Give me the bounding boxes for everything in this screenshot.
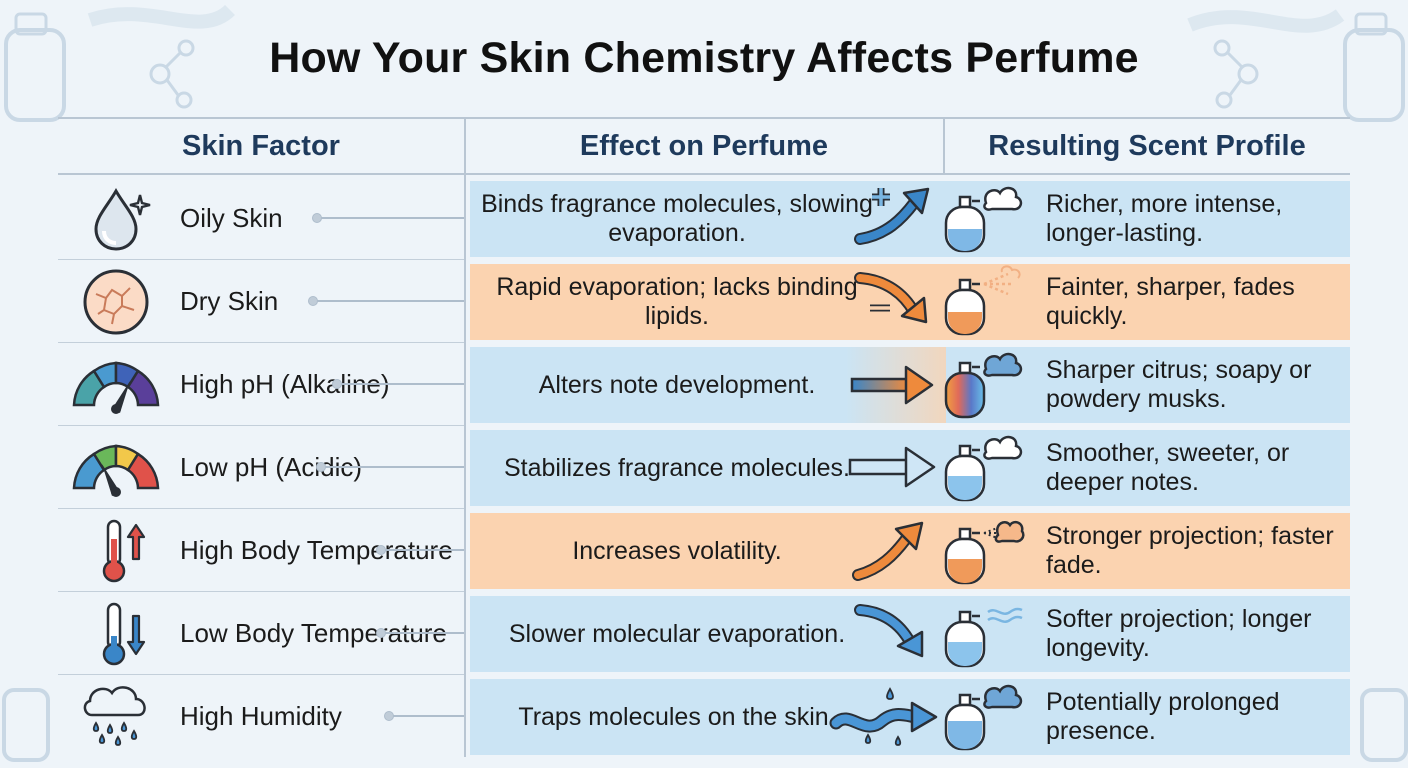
table-row: Low Body Temperature Slower molecular ev… [58, 591, 1350, 675]
page-title: How Your Skin Chemistry Affects Perfume [269, 34, 1139, 82]
row-separator [58, 507, 464, 509]
rain-cloud-icon [83, 686, 146, 746]
row-separator [58, 258, 464, 260]
connector-dot [332, 379, 342, 389]
alkaline-gauge-icon [72, 361, 160, 414]
connector-dot [308, 296, 318, 306]
connector-dot [312, 213, 322, 223]
wave-arrow-icon [829, 687, 938, 746]
table-row: High Humidity Traps molecules on the ski… [58, 674, 1350, 758]
oil-droplet-icon [94, 187, 151, 251]
result-text: Smoother, sweeter, or deeper notes. [1046, 439, 1290, 496]
connector-dot [376, 628, 386, 638]
table-row: Low pH (Acidic) Stabilizes fragrance mol… [58, 425, 1350, 509]
connector-line [324, 466, 464, 468]
down-arrow-icon [854, 604, 924, 658]
connector-line [316, 300, 464, 302]
effect-text: Alters note development. [538, 370, 816, 399]
header-skin-factor: Skin Factor [182, 129, 340, 162]
bottle-cloud-icon [944, 684, 1023, 751]
up-arrow-icon [852, 521, 924, 581]
minus-down-arrow-icon [854, 272, 928, 324]
row-separator [58, 673, 464, 675]
row-separator [58, 590, 464, 592]
table-row: High Body Temperature Increases volatili… [58, 508, 1350, 592]
result-text: Softer projection; longer longevity. [1046, 605, 1312, 662]
header-bottom-rule [58, 173, 1350, 175]
bottle-cloud-icon [944, 186, 1023, 253]
factor-label: High Humidity [180, 701, 342, 731]
table-row: High pH (Alkaline) Alters note developme… [58, 342, 1350, 426]
connector-dot [376, 545, 386, 555]
connector-line [384, 632, 464, 634]
effect-text: Binds fragrance molecules, slowing evapo… [481, 190, 873, 247]
column-divider-2 [943, 117, 945, 174]
row-separator [58, 341, 464, 343]
right-arrow-icon [848, 446, 936, 488]
gradient-right-arrow-icon [846, 347, 946, 423]
factor-label: Dry Skin [180, 286, 279, 316]
effect-text: Increases volatility. [572, 536, 782, 565]
thermometer-down-icon [102, 602, 146, 666]
header-top-rule [58, 117, 1350, 119]
result-text: Richer, more intense, longer-lasting. [1046, 190, 1283, 247]
bottle-spray-icon [944, 265, 1021, 336]
header-effect-on-perfume: Effect on Perfume [579, 129, 829, 162]
bottle-wind-icon [944, 607, 1023, 668]
table-row: Oily Skin Binds fragrance molecules, slo… [58, 176, 1350, 260]
result-text: Stronger projection; faster fade. [1046, 522, 1334, 579]
effect-text: Traps molecules on the skin. [518, 702, 836, 731]
connector-dot [384, 711, 394, 721]
effect-text: Slower molecular evaporation. [508, 619, 846, 648]
bottle-spray-icon [944, 520, 1025, 585]
connector-line [340, 383, 464, 385]
column-divider-1 [464, 117, 466, 757]
thermometer-up-icon [102, 519, 146, 583]
cracked-skin-icon [83, 269, 149, 335]
plus-up-arrow-icon [854, 187, 930, 245]
result-text: Fainter, sharper, fades quickly. [1046, 273, 1295, 330]
connector-dot [316, 462, 326, 472]
acidic-gauge-icon [72, 444, 160, 497]
result-text: Potentially prolonged presence. [1046, 688, 1280, 745]
connector-line [320, 217, 464, 219]
bottle-rainbow-icon [944, 352, 1023, 419]
connector-line [384, 549, 464, 551]
factor-label: Oily Skin [180, 203, 283, 233]
header-resulting-scent-profile: Resulting Scent Profile [988, 129, 1306, 162]
row-separator [58, 424, 464, 426]
table-row: Dry Skin Rapid evaporation; lacks bindin… [58, 259, 1350, 343]
effect-text: Rapid evaporation; lacks binding lipids. [496, 273, 858, 330]
result-text: Sharper citrus; soapy or powdery musks. [1046, 356, 1312, 413]
bottle-cloud-icon [944, 435, 1023, 502]
effect-text: Stabilizes fragrance molecules. [504, 453, 850, 482]
connector-line [392, 715, 464, 717]
